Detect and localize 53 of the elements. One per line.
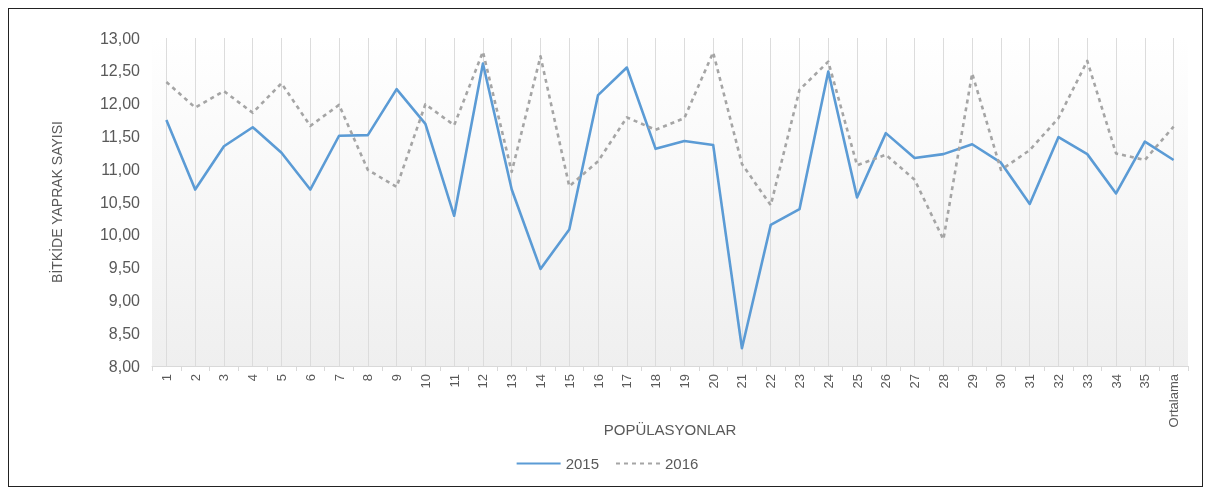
x-tick-label: 10 <box>417 374 433 389</box>
x-tick-label: Ortalama <box>1166 373 1182 428</box>
legend-label: 2015 <box>565 455 600 472</box>
x-tick-label: 27 <box>907 374 923 389</box>
line-series <box>165 62 1175 350</box>
x-tick-label: 35 <box>1137 374 1153 389</box>
y-tick-label: 12,50 <box>99 62 141 80</box>
x-tick-label: 4 <box>245 374 261 382</box>
x-tick-label: 18 <box>648 374 664 389</box>
x-tick-label: 7 <box>331 374 347 382</box>
y-tick-label: 11,00 <box>101 160 141 178</box>
x-tick-label: 6 <box>302 374 318 382</box>
legend-label: 2016 <box>665 455 699 472</box>
line-series <box>165 50 1175 241</box>
x-axis-title: POPÜLASYONLAR <box>603 421 737 438</box>
x-tick-label: 11 <box>446 374 462 388</box>
x-tick-label: 12 <box>475 374 491 389</box>
x-tick-label: 25 <box>849 374 865 389</box>
x-tick-label: 20 <box>705 374 721 389</box>
y-axis-title: BİTKİDE YAPRAK SAYISI <box>48 121 65 283</box>
x-tick-label: 33 <box>1079 374 1095 389</box>
y-tick-label: 9,00 <box>108 291 141 309</box>
y-tick-label: 10,00 <box>99 226 141 244</box>
x-tick-label: 32 <box>1051 374 1066 389</box>
y-tick-label: 8,50 <box>108 324 141 342</box>
x-tick-label: 15 <box>561 374 577 389</box>
x-tick-label: 2 <box>187 374 203 382</box>
x-tick-label: 31 <box>1022 374 1038 389</box>
x-tick-label: 16 <box>590 374 606 389</box>
x-tick-label: 23 <box>792 374 807 389</box>
x-tick-label: 22 <box>763 374 779 389</box>
x-tick-label: 34 <box>1108 374 1124 389</box>
y-tick-label: 13,00 <box>99 29 141 47</box>
x-tick-label: 24 <box>820 374 836 389</box>
y-tick-label: 8,00 <box>108 357 141 375</box>
x-tick-label: 14 <box>533 374 548 389</box>
x-tick-label: 26 <box>878 374 894 389</box>
y-tick-label: 10,50 <box>99 193 141 211</box>
x-tick-label: 30 <box>993 374 1009 389</box>
x-tick-label: 21 <box>734 374 750 389</box>
x-tick-label: 9 <box>389 374 405 382</box>
x-tick-label: 8 <box>360 374 376 382</box>
x-tick-label: 29 <box>964 374 980 389</box>
x-tick-label: 28 <box>935 374 951 389</box>
x-tick-label: 1 <box>158 374 174 382</box>
x-tick-label: 5 <box>274 374 289 382</box>
x-tick-label: 19 <box>676 374 692 389</box>
y-tick-label: 11,50 <box>101 127 141 145</box>
y-tick-label: 9,50 <box>108 259 141 277</box>
x-tick-label: 13 <box>504 374 520 389</box>
x-tick-label: 3 <box>216 374 232 382</box>
x-tick-label: 17 <box>619 374 635 389</box>
y-tick-label: 12,00 <box>99 95 141 113</box>
